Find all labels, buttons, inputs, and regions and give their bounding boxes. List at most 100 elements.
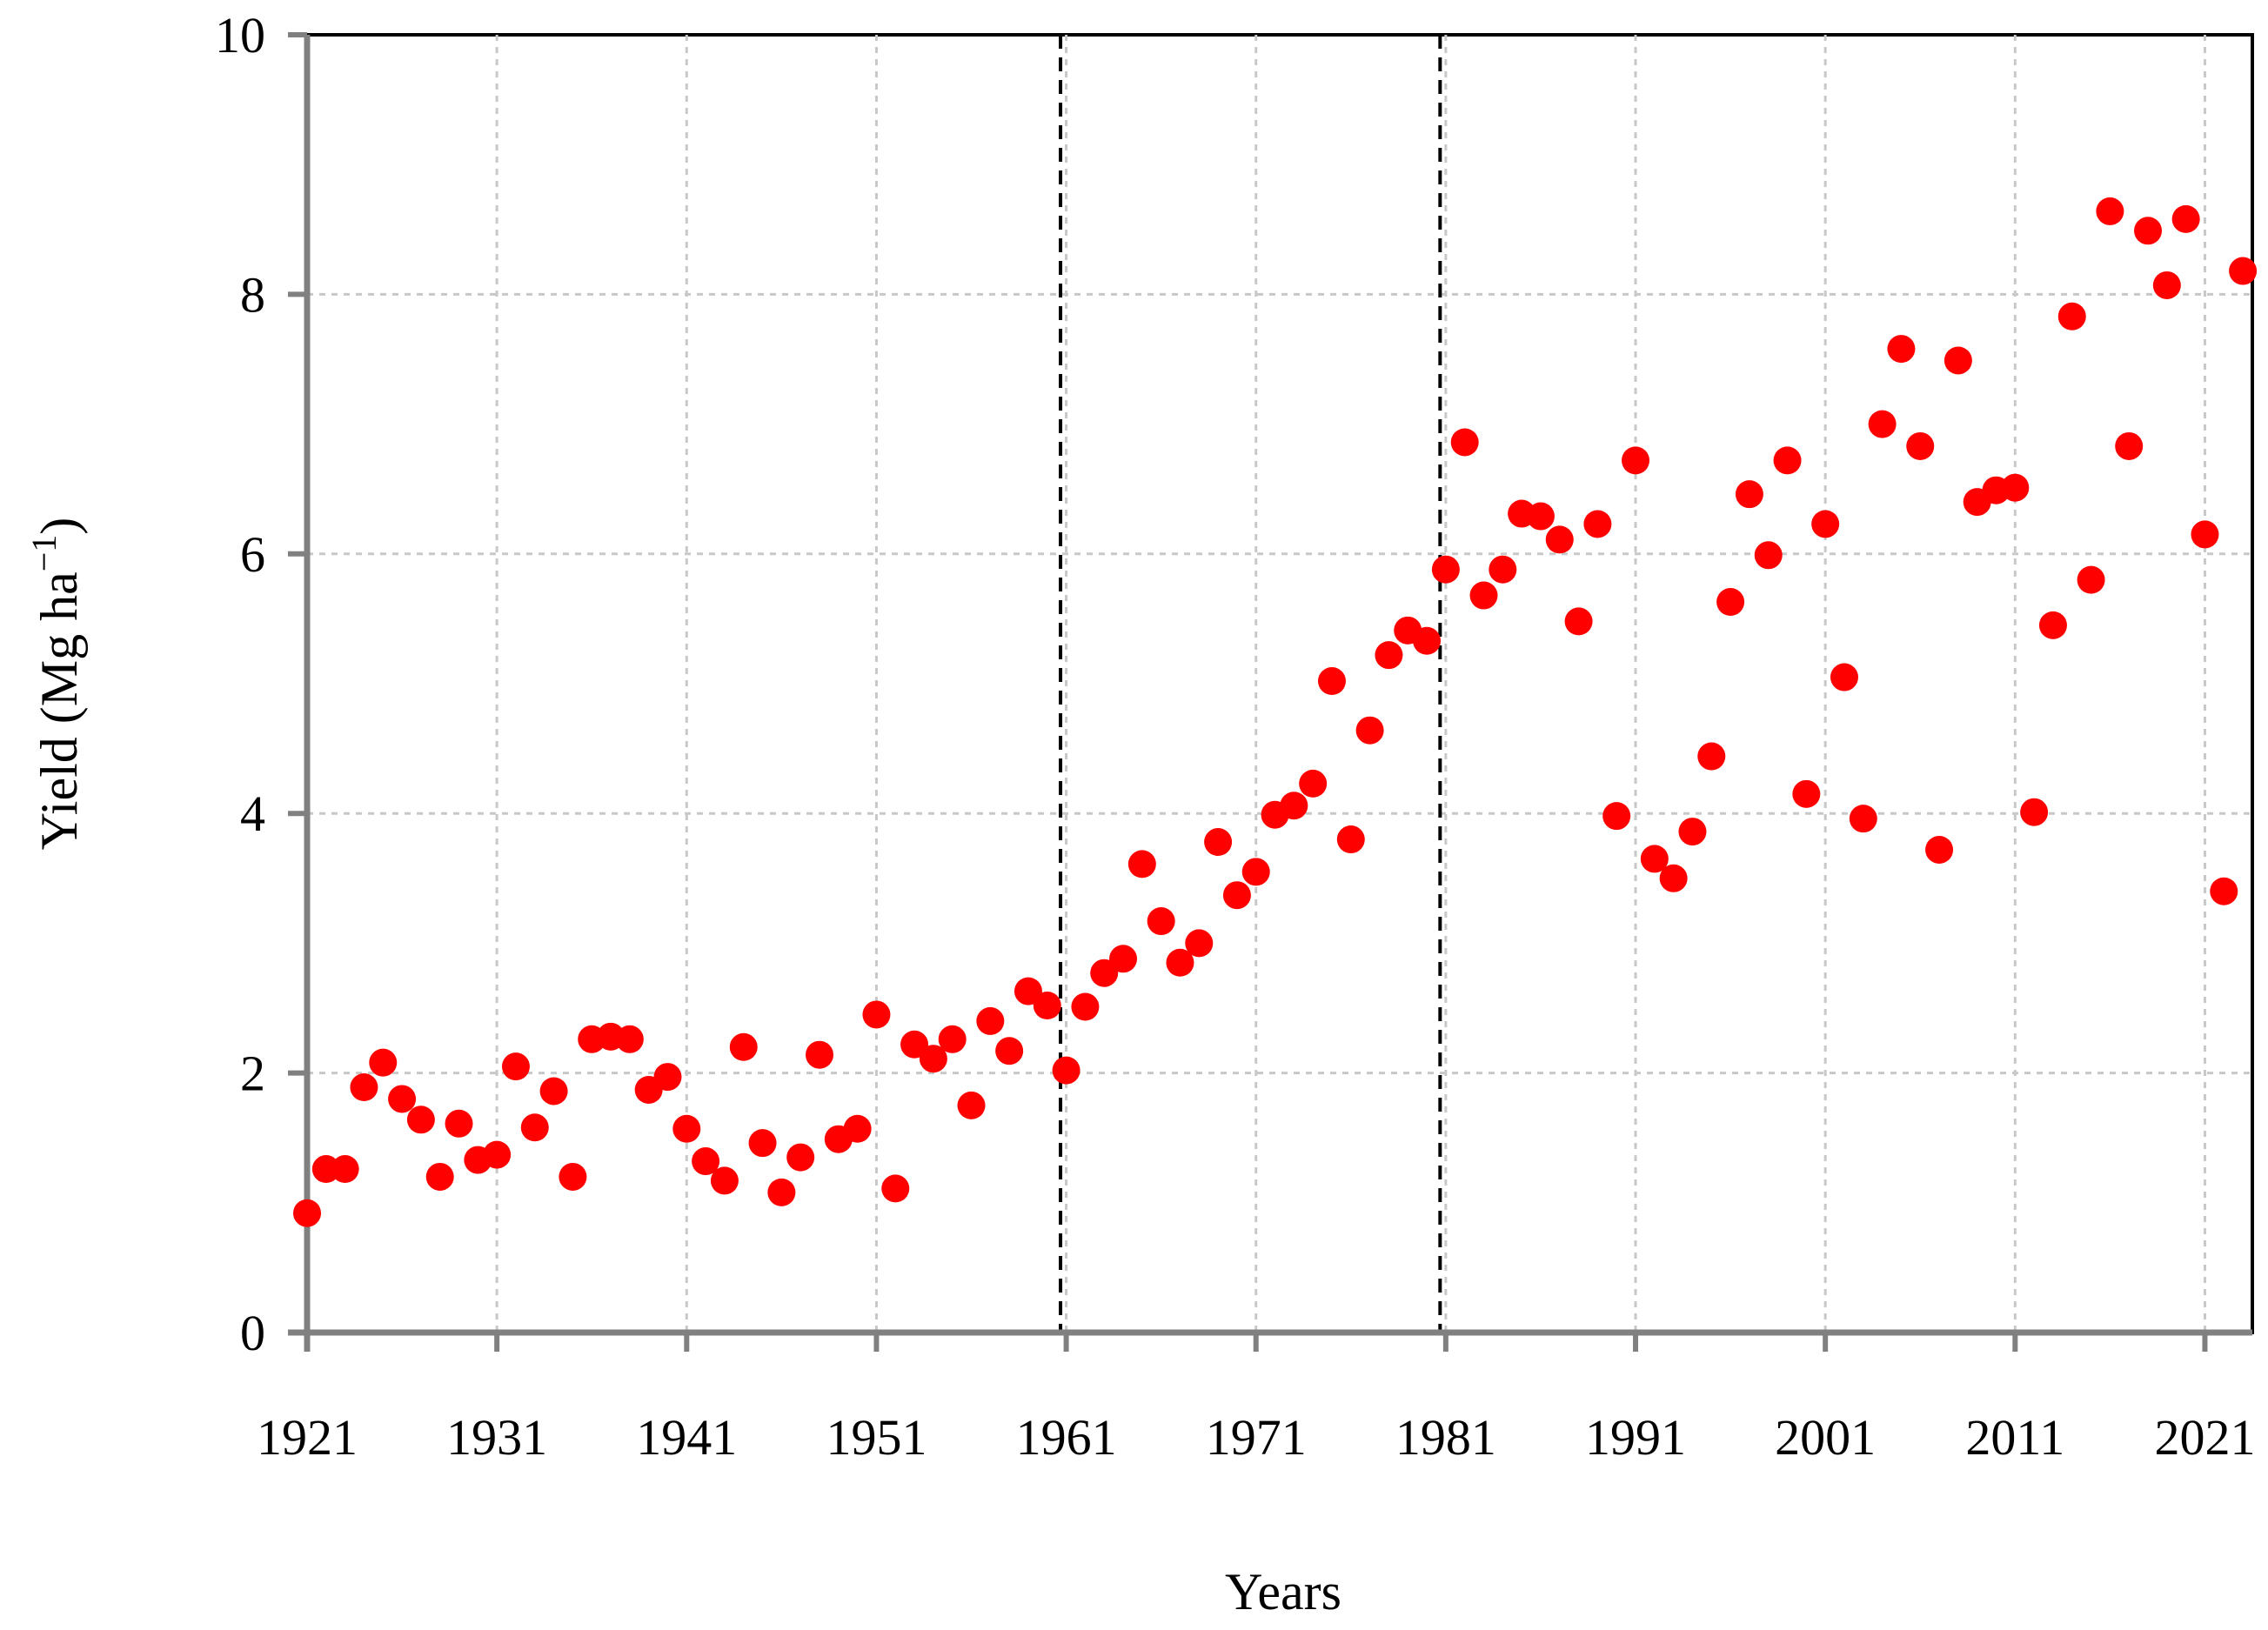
- data-point: [805, 1040, 833, 1069]
- data-point: [1469, 581, 1498, 610]
- data-point: [1090, 959, 1119, 987]
- x-tick-label-1: 1931: [446, 1409, 547, 1466]
- data-point: [2057, 302, 2086, 331]
- data-point: [710, 1166, 739, 1195]
- data-point: [1450, 428, 1479, 457]
- x-tick-label-2: 1941: [636, 1409, 737, 1466]
- data-point: [520, 1113, 549, 1142]
- data-point: [2115, 431, 2144, 460]
- data-point: [2152, 271, 2181, 299]
- data-point: [2020, 798, 2049, 826]
- data-point: [692, 1147, 720, 1176]
- data-point: [1033, 992, 1061, 1020]
- axes: [288, 32, 2252, 1352]
- data-point: [1678, 818, 1707, 846]
- data-point: [1431, 555, 1460, 584]
- data-point: [1489, 555, 1517, 584]
- data-point: [1147, 907, 1175, 936]
- data-point: [406, 1106, 435, 1134]
- data-point: [1887, 335, 1916, 364]
- data-point: [1811, 510, 1840, 538]
- data-point: [1317, 667, 1346, 696]
- data-point: [1336, 825, 1365, 854]
- data-point: [1185, 929, 1214, 958]
- data-point: [1622, 446, 1650, 475]
- data-point: [1716, 588, 1745, 617]
- data-point: [1166, 948, 1194, 977]
- data-points: [293, 197, 2258, 1227]
- y-axis-title: Yield (Mg ha−1): [24, 518, 88, 851]
- x-tick-label-3: 1951: [826, 1409, 927, 1466]
- y-tick-label-3: 6: [240, 526, 265, 583]
- data-point: [388, 1085, 417, 1113]
- x-tick-label-10: 2021: [2154, 1409, 2255, 1466]
- data-point: [539, 1077, 568, 1106]
- y-tick-label-4: 8: [240, 266, 265, 323]
- data-point: [1127, 850, 1156, 878]
- data-point: [653, 1063, 682, 1092]
- data-point: [615, 1025, 644, 1053]
- data-point: [2191, 520, 2219, 549]
- data-point: [1754, 541, 1783, 570]
- data-point: [938, 1025, 967, 1053]
- data-point: [1830, 663, 1858, 691]
- x-tick-label-6: 1981: [1395, 1409, 1496, 1466]
- data-point: [1355, 716, 1384, 745]
- data-point: [2229, 257, 2258, 285]
- y-tick-label-5: 10: [215, 7, 265, 63]
- data-point: [2171, 204, 2200, 233]
- data-point: [862, 1000, 891, 1029]
- data-point: [1925, 835, 1954, 864]
- y-axis-title-close: ): [30, 518, 88, 535]
- data-point: [1792, 779, 1821, 808]
- x-tick-label-9: 2011: [1965, 1409, 2064, 1466]
- data-point: [445, 1109, 473, 1138]
- data-point: [976, 1006, 1005, 1035]
- data-point: [1564, 607, 1593, 636]
- x-tick-label-0: 1921: [257, 1409, 358, 1466]
- y-tick-labels: 0 2 4 6 8 10: [215, 7, 265, 1361]
- data-point: [369, 1048, 398, 1077]
- data-point: [900, 1030, 929, 1059]
- data-point: [1071, 992, 1100, 1021]
- data-point: [1526, 502, 1555, 531]
- data-point: [1413, 626, 1442, 655]
- data-point: [2038, 611, 2067, 639]
- data-point: [483, 1140, 512, 1169]
- y-tick-label-0: 0: [240, 1305, 265, 1361]
- data-point: [559, 1162, 587, 1191]
- data-point: [786, 1143, 815, 1172]
- data-point: [293, 1199, 321, 1227]
- data-point: [1241, 858, 1270, 886]
- data-point: [1944, 346, 1972, 375]
- data-point: [881, 1174, 910, 1203]
- data-point: [767, 1178, 796, 1206]
- data-point: [672, 1114, 701, 1143]
- data-point: [995, 1037, 1024, 1066]
- data-point: [1280, 792, 1308, 820]
- data-point: [1222, 881, 1251, 910]
- data-point: [1659, 864, 1688, 892]
- data-point: [957, 1091, 986, 1119]
- x-tick-label-8: 2001: [1775, 1409, 1876, 1466]
- data-point: [748, 1129, 777, 1158]
- data-point: [1773, 446, 1802, 475]
- data-point: [1849, 805, 1877, 833]
- data-point: [1735, 480, 1763, 509]
- data-point: [1868, 410, 1897, 438]
- gridlines: [307, 35, 2252, 1333]
- data-point: [1014, 977, 1042, 1005]
- data-point: [2096, 197, 2124, 225]
- data-point: [1052, 1056, 1080, 1085]
- data-point: [2077, 565, 2105, 594]
- data-point: [2210, 877, 2238, 905]
- y-tick-label-2: 4: [240, 785, 265, 842]
- y-axis-title-main: Yield (Mg ha: [30, 571, 88, 850]
- data-point: [729, 1032, 758, 1061]
- data-point: [2134, 217, 2163, 245]
- x-axis-title: Years: [1225, 1563, 1341, 1620]
- data-point: [1375, 641, 1403, 670]
- y-tick-label-1: 2: [240, 1045, 265, 1102]
- data-point: [1204, 828, 1233, 857]
